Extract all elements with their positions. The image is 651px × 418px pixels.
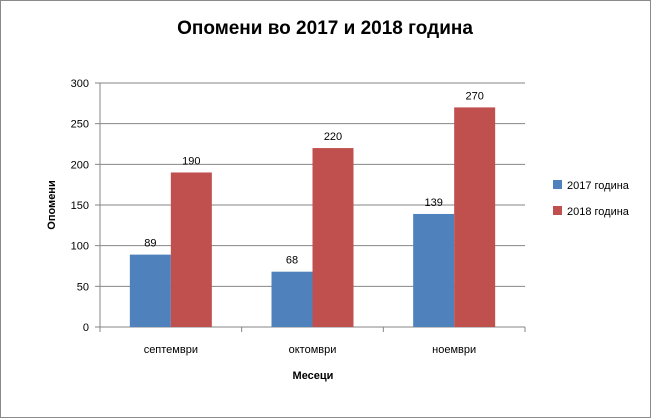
chart-title: Опомени во 2017 и 2018 година bbox=[177, 18, 473, 39]
bar bbox=[271, 271, 313, 327]
data-label: 89 bbox=[144, 238, 156, 250]
data-label: 190 bbox=[182, 155, 200, 167]
legend-label: 2017 година bbox=[567, 180, 630, 192]
data-label: 68 bbox=[286, 255, 298, 267]
bar bbox=[170, 172, 212, 327]
bar bbox=[312, 148, 354, 327]
bar bbox=[129, 254, 171, 327]
data-label: 220 bbox=[324, 131, 342, 143]
x-tick-label: септември bbox=[144, 344, 198, 356]
bar bbox=[454, 107, 496, 328]
y-tick-label: 300 bbox=[71, 78, 89, 90]
y-tick-label: 0 bbox=[83, 322, 89, 334]
data-label: 270 bbox=[465, 90, 483, 102]
y-tick-label: 100 bbox=[71, 241, 89, 253]
data-label: 139 bbox=[424, 197, 442, 209]
y-axis-title: Опомени bbox=[46, 180, 58, 229]
x-axis-ticks: септември октомври ноември bbox=[99, 327, 526, 356]
x-axis-title: Месеци bbox=[293, 370, 334, 382]
y-tick-label: 200 bbox=[71, 159, 89, 171]
legend: 2017 година 2018 година bbox=[553, 180, 630, 218]
y-axis-ticks: 0 50 100 150 200 250 300 bbox=[71, 78, 100, 334]
bars bbox=[129, 107, 496, 328]
legend-swatch bbox=[553, 206, 562, 215]
bar bbox=[413, 213, 455, 327]
x-tick-label: ноември bbox=[432, 344, 476, 356]
y-tick-label: 250 bbox=[71, 119, 89, 131]
legend-swatch bbox=[553, 180, 562, 189]
legend-label: 2018 година bbox=[567, 206, 630, 218]
x-tick-label: октомври bbox=[289, 344, 337, 356]
data-labels: 89 190 68 220 139 270 bbox=[144, 90, 484, 266]
y-tick-label: 150 bbox=[71, 200, 89, 212]
y-tick-label: 50 bbox=[77, 281, 89, 293]
